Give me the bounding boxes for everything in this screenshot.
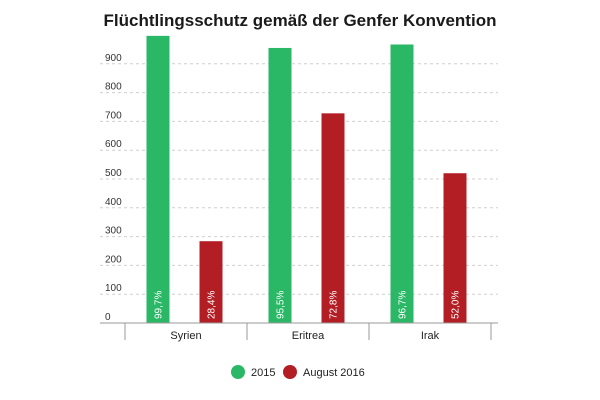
x-axis: Syrien Eritrea Irak bbox=[100, 322, 498, 342]
bar bbox=[268, 47, 292, 324]
x-tick-label: Syrien bbox=[170, 330, 201, 342]
y-tick-label: 100 bbox=[105, 283, 122, 294]
y-axis-ticks: 0 100 200 300 400 500 600 700 800 900 bbox=[105, 53, 122, 323]
data-label: 28,4% bbox=[207, 291, 218, 319]
y-tick-label: 900 bbox=[105, 53, 122, 64]
legend-label: 2015 bbox=[251, 367, 275, 379]
bar bbox=[390, 44, 414, 324]
legend-marker bbox=[231, 365, 245, 379]
y-tick-label: 0 bbox=[105, 312, 111, 323]
bar bbox=[321, 113, 345, 323]
legend: 2015 August 2016 bbox=[231, 365, 365, 379]
y-tick-label: 200 bbox=[105, 254, 122, 265]
legend-label: August 2016 bbox=[303, 367, 365, 379]
data-label: 52,0% bbox=[451, 291, 462, 319]
data-label: 95,5% bbox=[276, 291, 287, 319]
bars: 99,7% 95,5% 96,7% 28,4% 72,8% 52,0% bbox=[146, 35, 467, 324]
y-tick-label: 600 bbox=[105, 139, 122, 150]
y-tick-label: 700 bbox=[105, 110, 122, 121]
data-label: 72,8% bbox=[329, 291, 340, 319]
bar bbox=[443, 173, 467, 323]
y-tick-label: 500 bbox=[105, 168, 122, 179]
chart-title: Flüchtlingsschutz gemäß der Genfer Konve… bbox=[104, 11, 497, 30]
bar bbox=[199, 241, 223, 323]
legend-marker bbox=[283, 365, 297, 379]
data-label: 96,7% bbox=[398, 291, 409, 319]
x-tick-label: Eritrea bbox=[292, 330, 325, 342]
x-tick-label: Irak bbox=[421, 330, 440, 342]
y-tick-label: 300 bbox=[105, 226, 122, 237]
y-tick-label: 800 bbox=[105, 82, 122, 93]
data-label: 99,7% bbox=[154, 291, 165, 319]
y-tick-label: 400 bbox=[105, 197, 122, 208]
bar bbox=[146, 35, 170, 323]
